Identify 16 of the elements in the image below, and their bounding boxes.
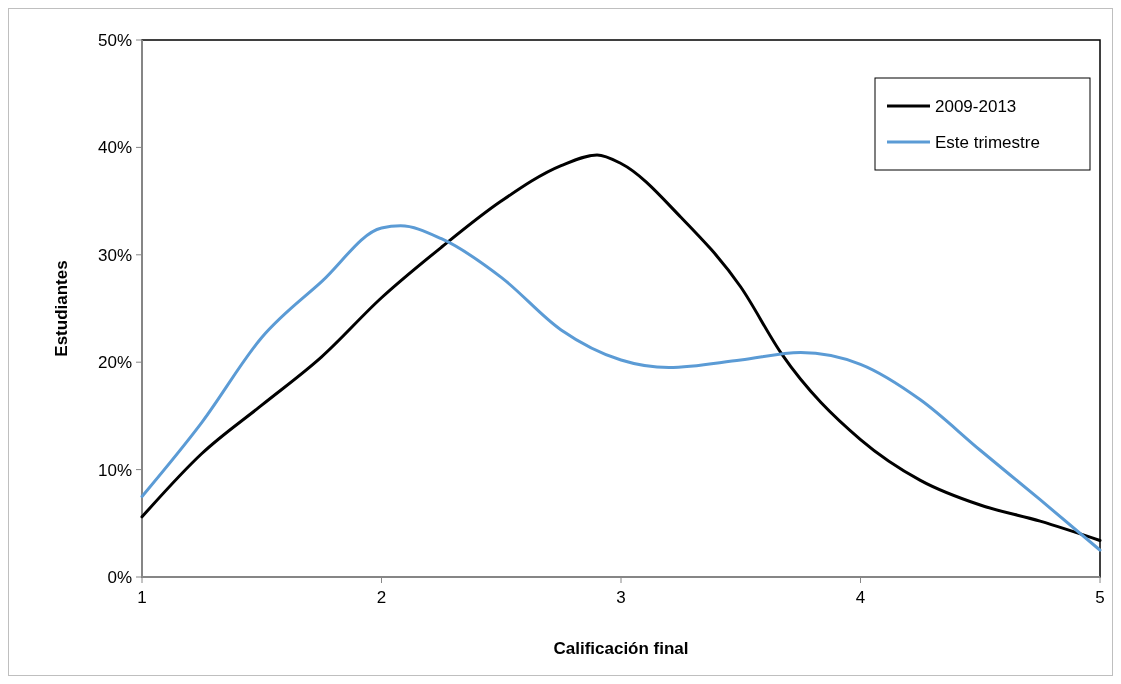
y-tick-label: 40% xyxy=(97,138,132,158)
y-tick-label: 50% xyxy=(97,30,132,50)
y-tick-label: 20% xyxy=(97,353,132,373)
legend-label: Este trimestre xyxy=(935,132,1040,152)
y-axis-title: Estudiantes xyxy=(52,260,71,357)
legend-label: 2009-2013 xyxy=(935,96,1017,116)
y-tick-label: 30% xyxy=(97,245,132,265)
y-tick-label: 0% xyxy=(107,567,132,587)
x-axis-title: Calificación final xyxy=(553,639,689,658)
x-tick-label: 2 xyxy=(376,588,387,607)
x-tick-label: 1 xyxy=(137,588,147,607)
x-tick-label: 3 xyxy=(616,588,626,607)
line-series xyxy=(140,224,1102,552)
x-tick-label: 5 xyxy=(1095,588,1105,607)
y-tick-label: 10% xyxy=(97,460,132,480)
x-tick-label: 4 xyxy=(855,588,866,607)
